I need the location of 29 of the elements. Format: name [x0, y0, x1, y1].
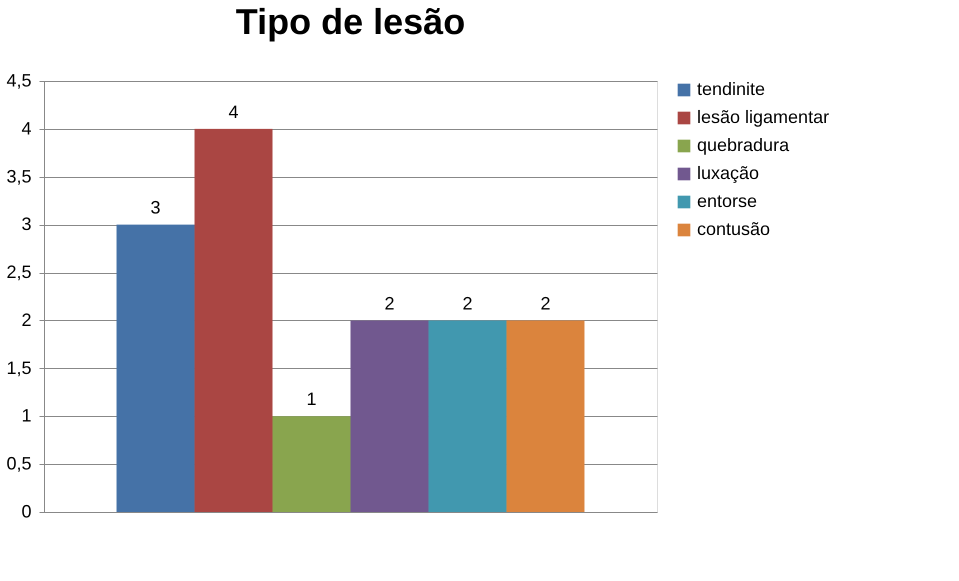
- y-tick-label: 4: [21, 118, 32, 138]
- data-label: 2: [384, 293, 395, 314]
- y-tick-label: 0,5: [6, 454, 32, 474]
- legend-label: tendinite: [697, 79, 766, 99]
- y-tick-label: 1: [21, 406, 32, 426]
- legend-label: entorse: [697, 191, 758, 211]
- legend-label: contusão: [697, 219, 770, 239]
- data-label: 2: [462, 293, 472, 314]
- data-label: 1: [306, 389, 317, 410]
- y-tick-label: 3,5: [6, 166, 32, 186]
- y-tick-label: 3: [21, 214, 32, 234]
- bar: [350, 320, 428, 512]
- bar: [428, 320, 506, 512]
- legend-label: lesão ligamentar: [697, 107, 830, 127]
- y-tick-label: 4,5: [6, 70, 32, 90]
- y-tick-label: 1,5: [6, 358, 32, 378]
- chart-title: Tipo de lesão: [236, 1, 466, 42]
- data-label: 2: [540, 293, 550, 314]
- y-tick-label: 2: [21, 310, 32, 330]
- bar: [116, 224, 195, 512]
- legend-label: quebradura: [697, 135, 790, 155]
- legend-label: luxação: [697, 163, 760, 183]
- data-label: 4: [228, 102, 239, 122]
- y-tick-label: 2,5: [6, 262, 32, 282]
- bar: [194, 128, 273, 512]
- data-label: 3: [150, 198, 161, 218]
- y-tick-label: 0: [21, 502, 32, 522]
- bar: [506, 320, 584, 512]
- bar: [272, 416, 350, 512]
